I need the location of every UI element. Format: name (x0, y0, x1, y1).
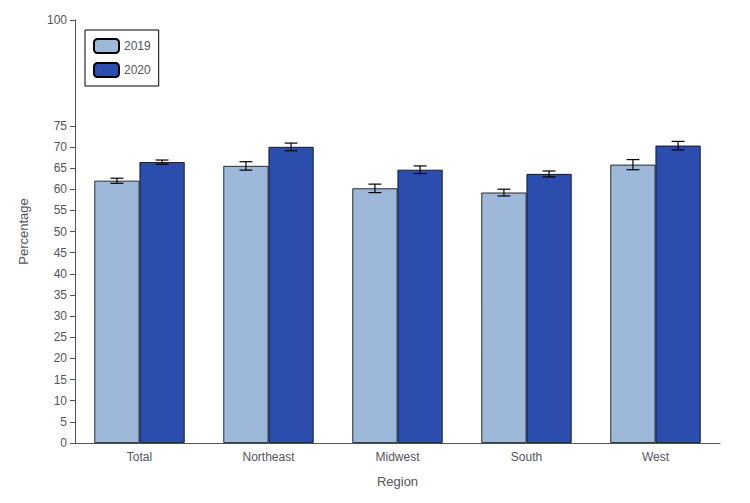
svg-text:West: West (642, 450, 670, 464)
svg-text:40: 40 (54, 267, 68, 281)
svg-text:65: 65 (54, 161, 68, 175)
svg-text:5: 5 (60, 415, 67, 429)
svg-text:70: 70 (54, 140, 68, 154)
svg-text:35: 35 (54, 288, 68, 302)
svg-text:2019: 2019 (124, 39, 151, 53)
svg-text:75: 75 (54, 119, 68, 133)
svg-text:55: 55 (54, 203, 68, 217)
svg-text:15: 15 (54, 373, 68, 387)
svg-text:Northeast: Northeast (242, 450, 295, 464)
svg-text:30: 30 (54, 309, 68, 323)
svg-text:0: 0 (60, 436, 67, 450)
svg-text:100: 100 (47, 13, 67, 27)
svg-text:Percentage: Percentage (16, 198, 31, 265)
svg-text:2020: 2020 (124, 63, 151, 77)
svg-text:20: 20 (54, 351, 68, 365)
svg-text:Midwest: Midwest (375, 450, 420, 464)
svg-text:60: 60 (54, 182, 68, 196)
svg-text:South: South (511, 450, 542, 464)
svg-text:10: 10 (54, 394, 68, 408)
svg-text:45: 45 (54, 246, 68, 260)
svg-text:Region: Region (377, 474, 418, 489)
svg-text:25: 25 (54, 330, 68, 344)
svg-text:50: 50 (54, 225, 68, 239)
svg-text:Total: Total (127, 450, 152, 464)
